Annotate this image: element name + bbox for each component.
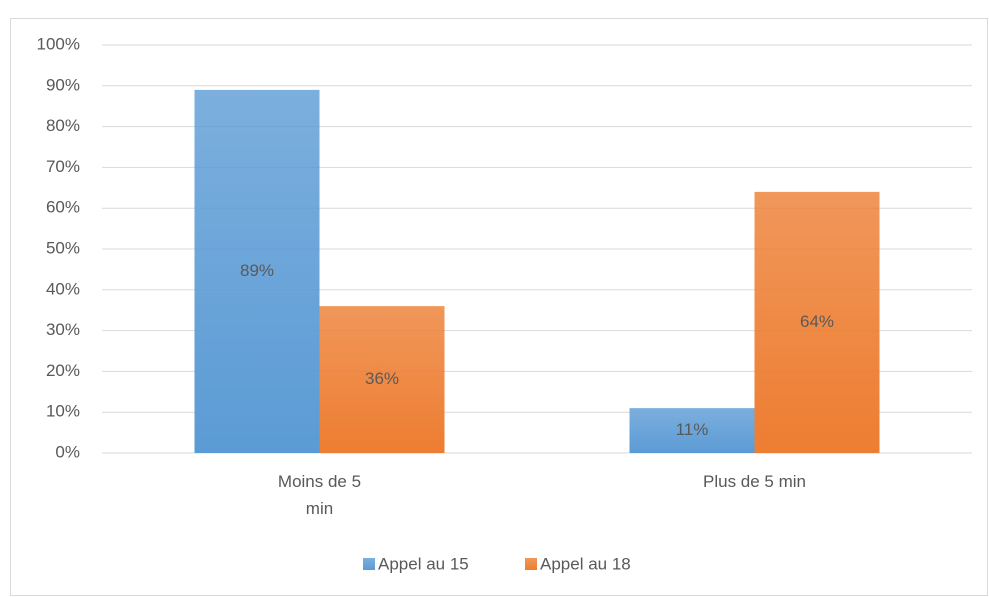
y-tick-label: 20% [46,361,80,380]
legend-swatch [363,558,375,570]
legend-swatch [525,558,537,570]
legend-label: Appel au 18 [540,554,631,573]
y-tick-label: 50% [46,238,80,257]
legend-label: Appel au 15 [378,554,469,573]
data-label: 36% [365,369,399,388]
y-tick-label: 80% [46,116,80,135]
y-tick-label: 30% [46,320,80,339]
y-tick-label: 60% [46,198,80,217]
y-tick-label: 10% [46,402,80,421]
data-label: 11% [676,420,709,439]
bar [319,306,445,453]
y-tick-label: 0% [55,442,80,461]
bar [629,408,755,453]
bar [194,89,320,453]
chart-border [10,18,988,596]
bar [754,191,880,453]
data-label: 89% [240,261,274,280]
y-tick-label: 90% [46,75,80,94]
x-tick-label: Plus de 5 min [703,472,806,491]
y-tick-label: 100% [37,34,80,53]
y-tick-label: 40% [46,279,80,298]
data-label: 64% [800,312,834,331]
y-tick-label: 70% [46,157,80,176]
x-tick-label: Moins de 5 min [277,472,362,518]
